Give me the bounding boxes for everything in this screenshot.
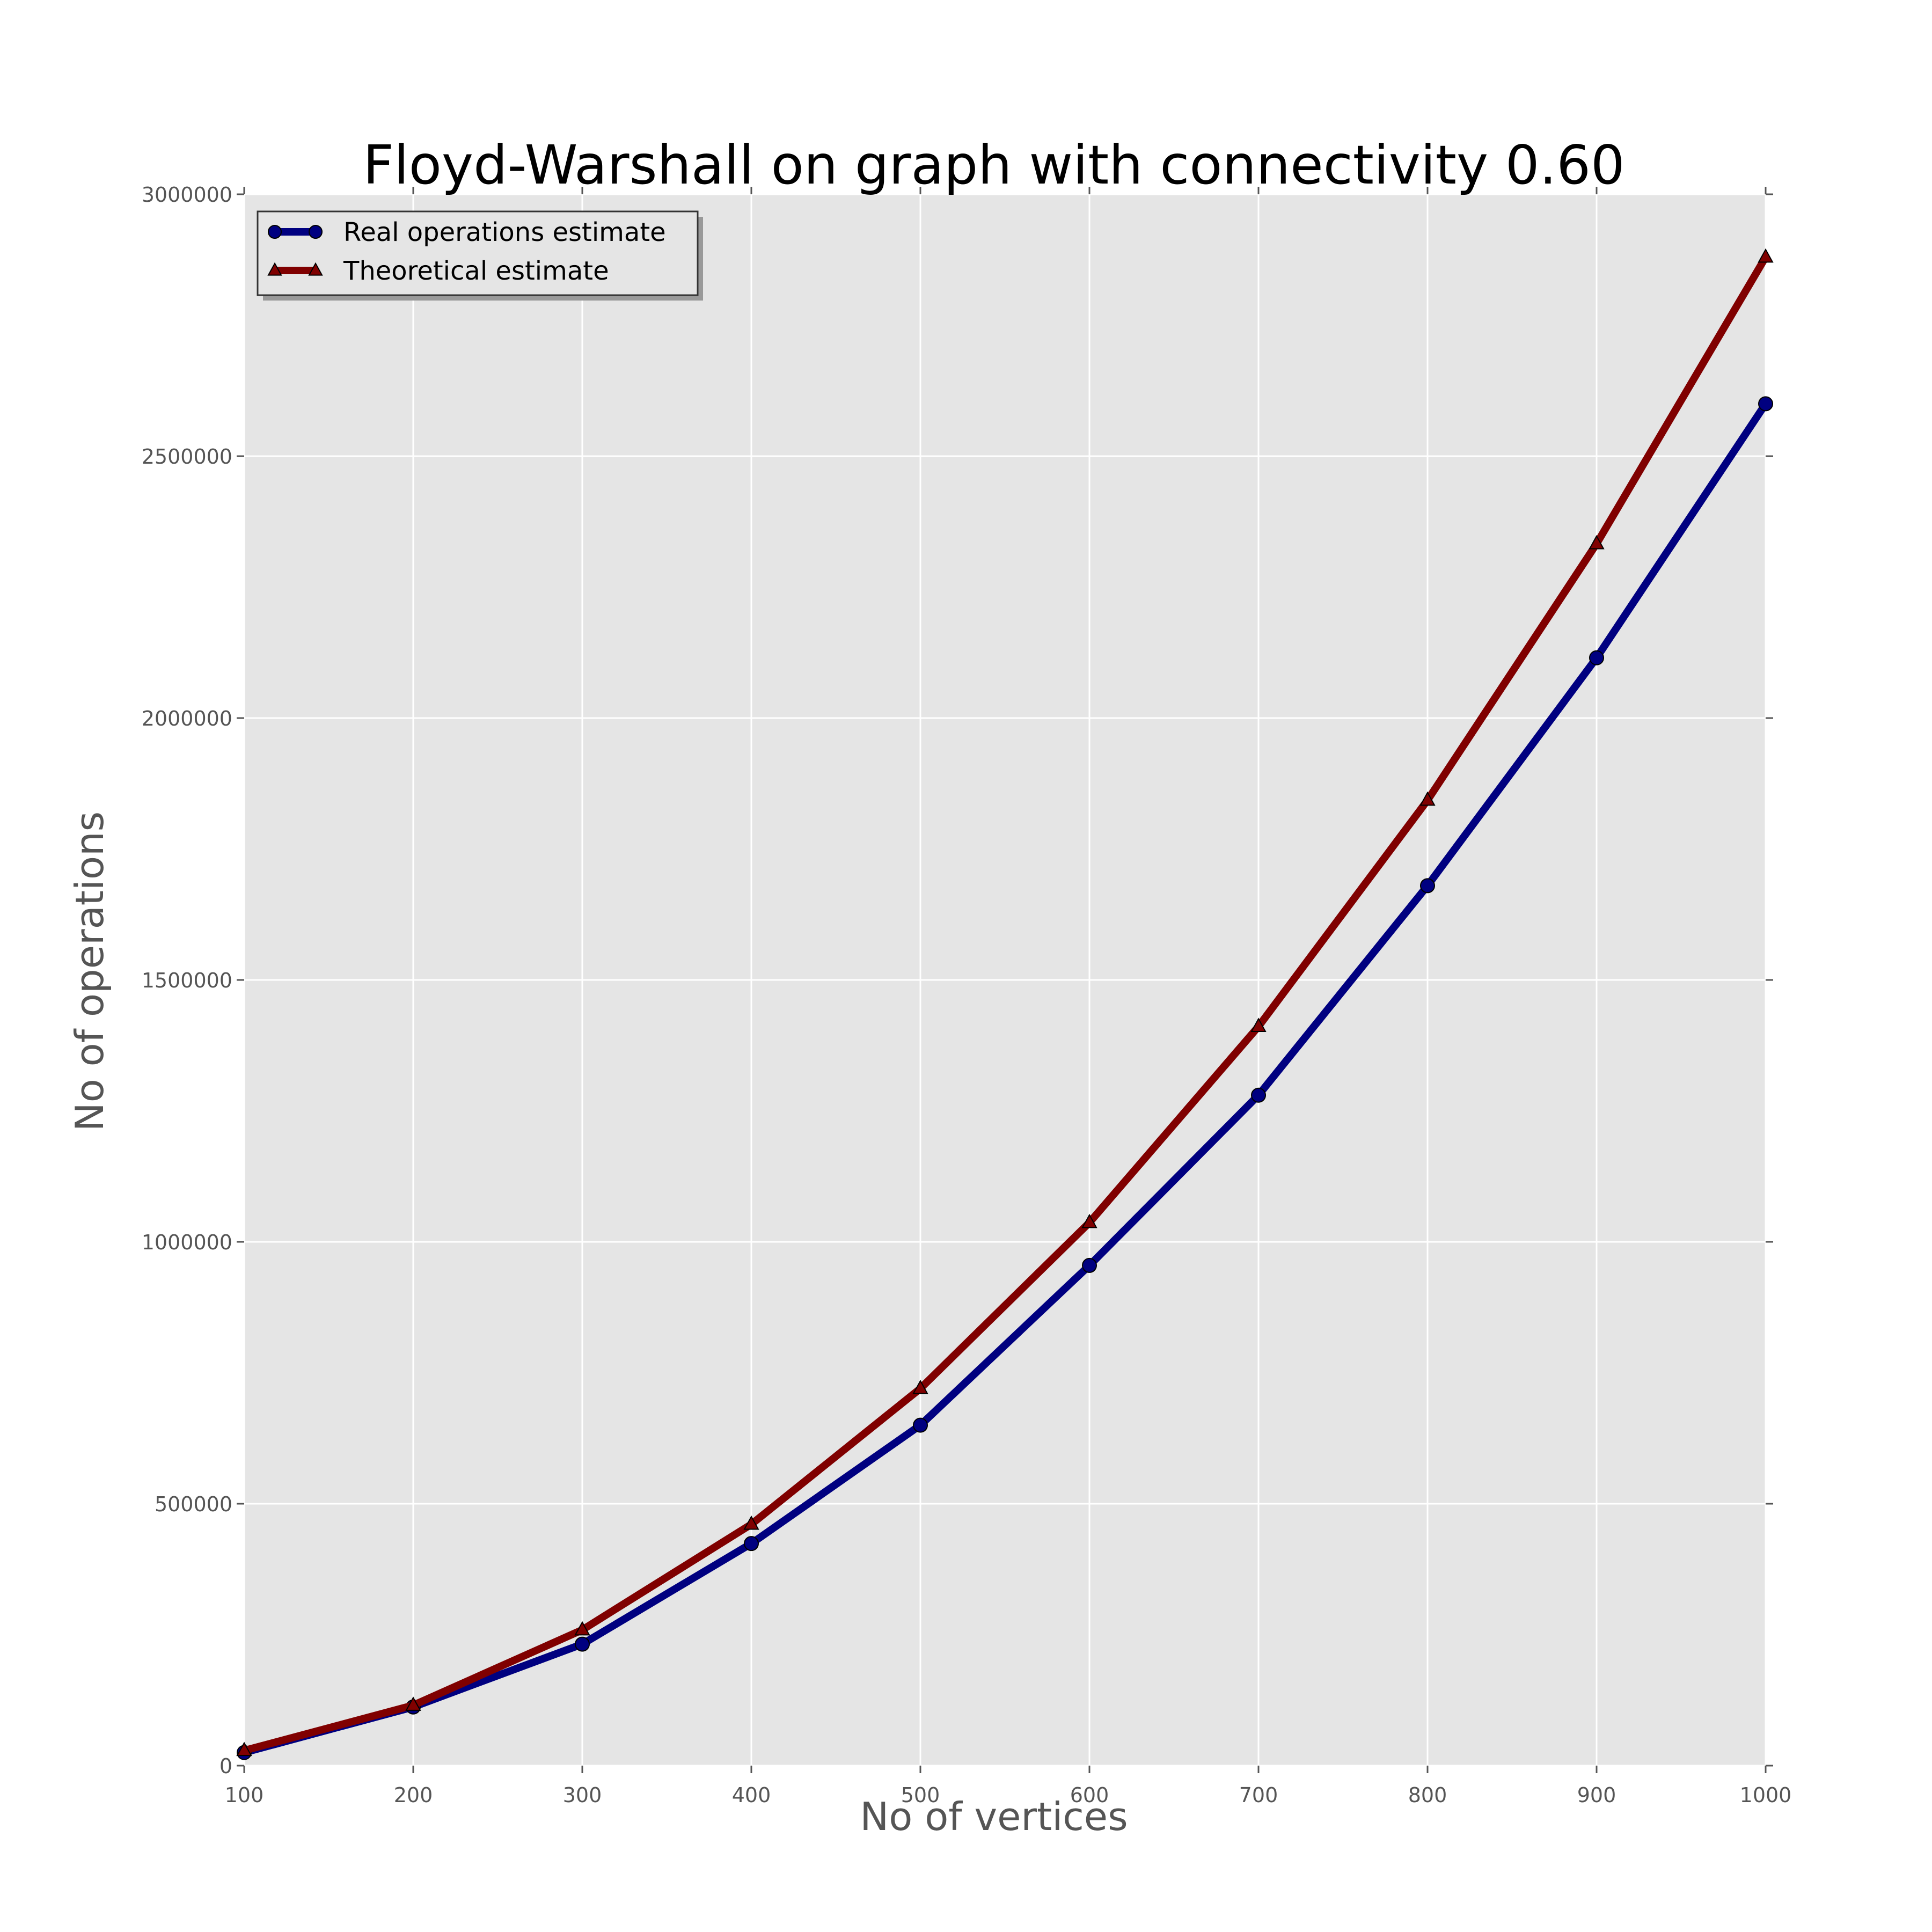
data-point bbox=[1758, 248, 1774, 263]
data-point bbox=[575, 1636, 590, 1652]
chart-title: Floyd-Warshall on graph with connectivit… bbox=[363, 134, 1624, 196]
series-theoretical bbox=[236, 248, 1774, 1757]
x-tick-label: 600 bbox=[1070, 1783, 1109, 1807]
y-tick-label: 1500000 bbox=[142, 969, 232, 992]
x-tick-label: 700 bbox=[1239, 1783, 1278, 1807]
data-point bbox=[236, 1741, 252, 1757]
x-tick-label: 400 bbox=[732, 1783, 771, 1807]
data-point bbox=[743, 1515, 759, 1530]
y-tick-label: 2000000 bbox=[142, 707, 232, 730]
series-line bbox=[243, 255, 1769, 1754]
legend-marker bbox=[267, 262, 282, 276]
data-point bbox=[1082, 1257, 1097, 1273]
data-point bbox=[913, 1417, 928, 1433]
data-point bbox=[1589, 535, 1605, 550]
legend-marker bbox=[308, 262, 323, 276]
data-point bbox=[1758, 396, 1773, 412]
series-layer bbox=[236, 248, 1774, 1760]
legend-marker bbox=[268, 225, 282, 239]
data-point bbox=[1589, 650, 1604, 665]
series-line bbox=[243, 401, 1769, 1757]
y-tick-label: 500000 bbox=[155, 1492, 232, 1516]
x-tick-label: 800 bbox=[1408, 1783, 1447, 1807]
legend-label: Theoretical estimate bbox=[343, 256, 609, 286]
y-tick-label: 2500000 bbox=[142, 445, 232, 469]
legend-marker bbox=[309, 225, 323, 239]
data-point bbox=[912, 1379, 928, 1394]
x-tick-label: 900 bbox=[1577, 1783, 1616, 1807]
y-tick-label: 1000000 bbox=[142, 1231, 232, 1254]
data-point bbox=[1081, 1213, 1097, 1228]
y-tick-label: 3000000 bbox=[142, 183, 232, 207]
x-tick-label: 200 bbox=[394, 1783, 433, 1807]
data-point bbox=[574, 1621, 590, 1636]
legend-label: Real operations estimate bbox=[343, 217, 666, 247]
x-axis-label: No of vertices bbox=[860, 1794, 1128, 1839]
x-tick-label: 100 bbox=[225, 1783, 264, 1807]
legend: Real operations estimate Theoretical esti… bbox=[257, 210, 703, 301]
legend-box bbox=[257, 210, 699, 296]
x-tick-label: 300 bbox=[563, 1783, 602, 1807]
x-tick-label: 1000 bbox=[1740, 1783, 1792, 1807]
data-point bbox=[744, 1536, 759, 1552]
y-axis-label: No of operations bbox=[67, 811, 112, 1131]
data-point bbox=[1419, 791, 1436, 806]
grid-lines bbox=[243, 193, 1767, 1767]
axes: 100 200 300 400 500 600 700 800 900 1000 0 500000 10… bbox=[142, 183, 1792, 1807]
x-tick-label: 500 bbox=[901, 1783, 940, 1807]
data-point bbox=[1420, 878, 1435, 894]
y-tick-label: 0 bbox=[219, 1754, 232, 1778]
data-point bbox=[1250, 1018, 1267, 1032]
data-point bbox=[1251, 1087, 1266, 1103]
data-point bbox=[405, 1696, 421, 1711]
